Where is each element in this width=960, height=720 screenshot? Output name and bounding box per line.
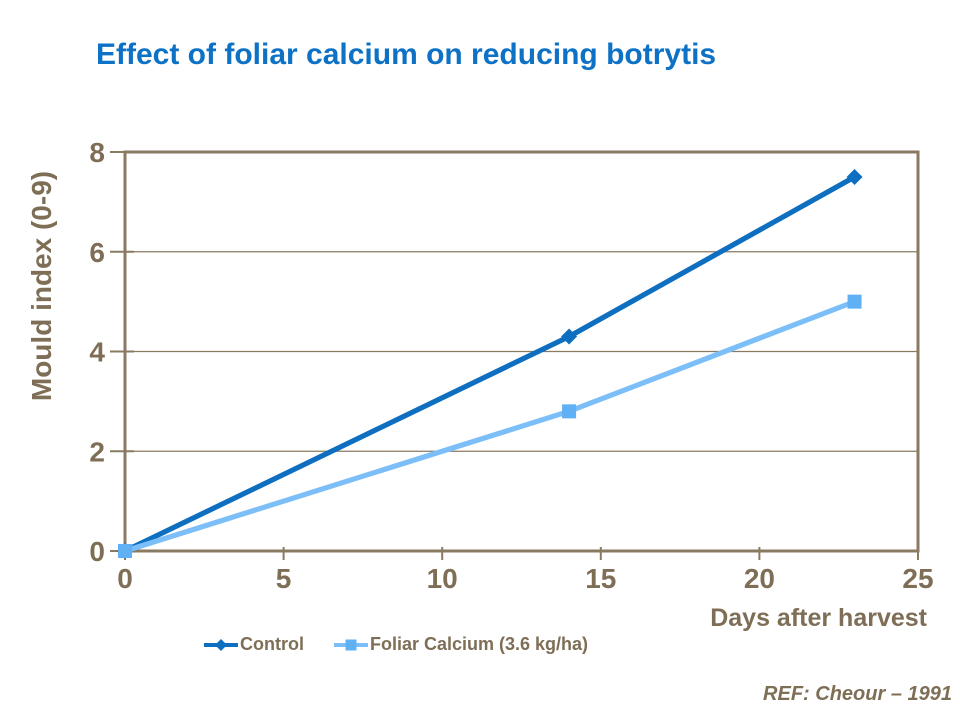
x-axis-title: Days after harvest [710,604,927,632]
legend-item-0: Control [204,634,304,655]
reference-citation: REF: Cheour – 1991 [763,683,952,705]
legend-label-1: Foliar Calcium (3.6 kg/ha) [369,634,589,654]
series-line-0 [122,174,858,554]
x-tick-label-5: 5 [276,563,292,594]
legend: Control Foliar Calcium (3.6 kg/ha) [204,634,588,655]
x-tick-label-20: 20 [744,563,775,594]
y-tick-label-0: 0 [89,536,105,567]
series-0-marker-1 [561,328,578,345]
y-tick-label-6: 6 [89,237,105,268]
x-tick-label-25: 25 [902,563,933,594]
chart-title: Effect of foliar calcium on reducing bot… [96,38,717,71]
series-line-1 [122,299,858,554]
y-tick-label-2: 2 [89,436,105,467]
x-tick-label-10: 10 [427,563,458,594]
y-tick-label-8: 8 [89,137,105,168]
series-1-marker-0 [118,544,132,558]
series-1-marker-2 [847,294,862,309]
x-tick-label-15: 15 [585,563,616,594]
y-tick-label-4: 4 [89,337,105,368]
series-0-marker-2 [846,168,863,185]
plot-border [123,150,920,553]
legend-square-marker-icon [333,639,368,650]
legend-diamond-marker-icon [204,638,238,651]
legend-item-1: Foliar Calcium (3.6 kg/ha) [333,634,589,655]
legend-label-0: Control [240,634,304,654]
series-1-marker-1 [562,404,577,419]
x-tick-label-0: 0 [117,563,133,594]
